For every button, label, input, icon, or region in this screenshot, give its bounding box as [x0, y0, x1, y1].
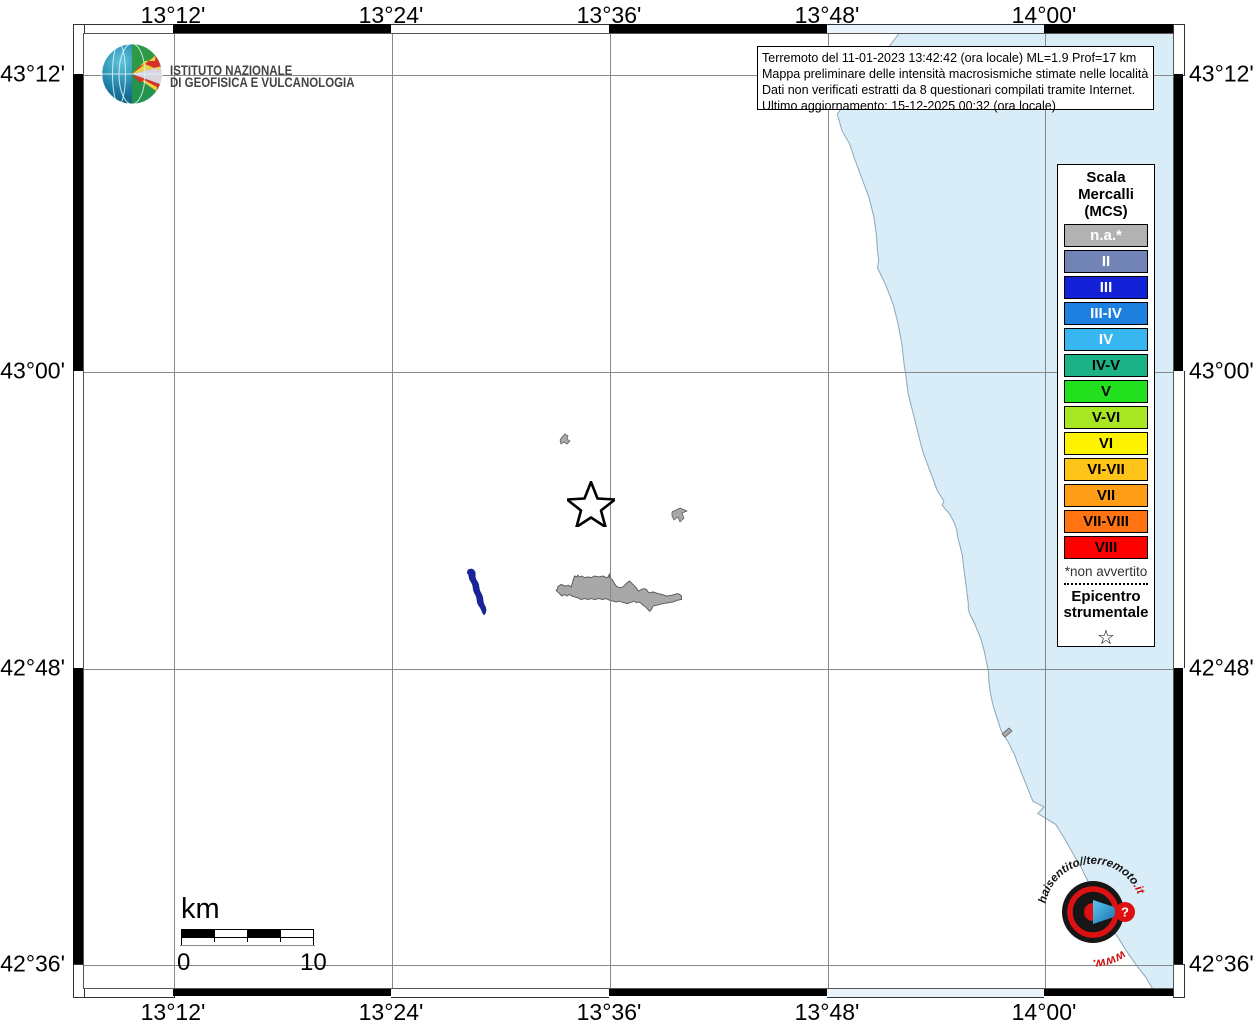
svg-text:?: ? [1121, 905, 1129, 920]
svg-text:www.: www. [1092, 948, 1128, 971]
